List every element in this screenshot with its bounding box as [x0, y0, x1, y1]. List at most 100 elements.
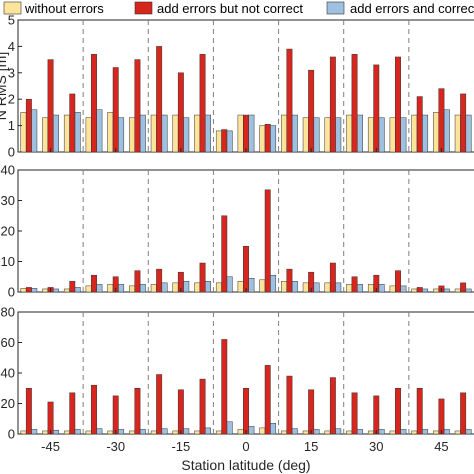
bar — [243, 388, 249, 435]
bar — [215, 430, 222, 435]
bar — [465, 429, 472, 435]
bar — [465, 288, 472, 293]
bar — [53, 288, 59, 293]
y-tick-label: 0 — [8, 145, 15, 160]
bar — [243, 246, 249, 293]
bar — [31, 429, 38, 435]
bar — [118, 429, 125, 435]
bar — [85, 117, 92, 153]
bar — [161, 428, 168, 435]
bar — [400, 117, 407, 153]
bar — [74, 287, 81, 293]
bar — [74, 429, 81, 435]
legend-swatch — [134, 1, 153, 15]
bar — [139, 114, 146, 153]
bar — [91, 54, 97, 153]
bar — [422, 288, 429, 293]
bar — [351, 276, 358, 293]
y-tick-label: 40 — [1, 163, 15, 178]
bar — [161, 282, 168, 293]
y-tick-label: 30 — [1, 193, 15, 208]
bar — [346, 114, 353, 153]
bar — [248, 114, 255, 153]
bar — [129, 117, 135, 153]
bar — [199, 378, 206, 435]
panel-1: 0 1 2 3 4 5 — [8, 13, 474, 160]
bar — [69, 392, 76, 435]
bar — [389, 430, 396, 435]
bar — [270, 274, 277, 293]
bar — [313, 117, 320, 153]
bar — [96, 428, 103, 435]
bar — [74, 112, 81, 153]
bar — [183, 117, 190, 153]
bar — [172, 282, 179, 293]
bar — [443, 429, 450, 435]
bar — [411, 430, 418, 435]
bar — [31, 109, 38, 153]
bar — [270, 423, 277, 435]
x-tick-label: 45 — [434, 439, 448, 454]
bar — [177, 72, 184, 153]
bar — [351, 54, 358, 153]
y-tick-label: 40 — [1, 366, 15, 381]
bar — [389, 117, 396, 153]
bar — [139, 429, 146, 435]
bar — [205, 427, 211, 435]
bar — [118, 284, 125, 293]
bar — [156, 268, 163, 293]
bar — [460, 93, 467, 153]
bar — [378, 429, 385, 435]
bar — [199, 262, 206, 293]
bar — [438, 88, 445, 153]
bar — [346, 430, 353, 435]
bar — [329, 56, 336, 153]
bar — [324, 282, 331, 293]
bar — [63, 430, 70, 435]
legend-swatch — [326, 1, 345, 15]
bar — [221, 339, 228, 435]
bar — [25, 287, 32, 293]
bar — [47, 59, 54, 153]
bar — [395, 388, 401, 435]
bar — [324, 430, 331, 435]
bar — [389, 285, 396, 293]
bar — [20, 288, 27, 293]
bar — [85, 430, 92, 435]
bar — [302, 282, 309, 293]
bar — [243, 114, 249, 153]
bar — [291, 114, 298, 153]
bar — [357, 429, 363, 435]
bar — [237, 281, 244, 293]
bar — [156, 374, 163, 435]
bar — [96, 109, 103, 153]
x-tick-label: 30 — [369, 439, 383, 454]
bar — [416, 388, 423, 435]
x-tick-label: 0 — [242, 439, 249, 454]
y-tick-label: 1 — [8, 118, 15, 133]
bar — [63, 288, 70, 293]
bar — [270, 125, 277, 153]
bar — [454, 114, 461, 153]
bar — [286, 375, 293, 435]
panel-3: 0 20 40 60 80 -45 -30 -15 0 15 30 45 — [1, 305, 474, 454]
bar — [422, 429, 429, 435]
bar — [351, 392, 358, 435]
bar — [357, 114, 363, 153]
bar — [47, 401, 54, 435]
bar — [69, 93, 76, 153]
bar — [42, 430, 49, 435]
x-tick-label: -15 — [171, 439, 190, 454]
bar — [183, 281, 190, 293]
bar — [107, 112, 114, 153]
bar — [395, 56, 401, 153]
bar — [237, 114, 244, 153]
bar — [373, 64, 380, 153]
bar — [400, 285, 407, 293]
bar — [416, 287, 423, 293]
bar — [357, 284, 363, 293]
bar — [194, 282, 201, 293]
bar — [329, 377, 336, 435]
bar — [411, 114, 418, 153]
bar — [286, 268, 293, 293]
